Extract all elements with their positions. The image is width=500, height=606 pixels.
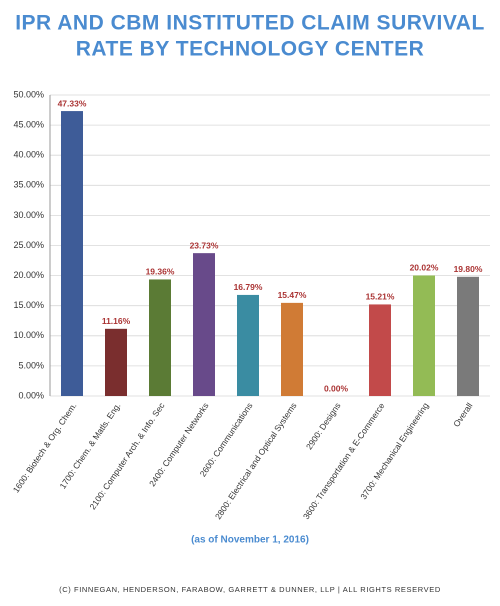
bar xyxy=(193,253,215,396)
bar xyxy=(281,302,303,396)
y-tick-label: 25.00% xyxy=(13,240,44,250)
x-tick-label: 2800: Electrical and Optical Systems xyxy=(213,401,299,521)
y-tick-label: 30.00% xyxy=(13,210,44,220)
value-label: 16.79% xyxy=(234,282,263,292)
value-label: 0.00% xyxy=(324,383,349,393)
chart-title: IPR AND CBM INSTITUTED CLAIM SURVIVAL xyxy=(15,12,485,35)
value-label: 19.36% xyxy=(146,267,175,277)
y-tick-label: 45.00% xyxy=(13,119,44,129)
value-label: 11.16% xyxy=(102,316,131,326)
bar xyxy=(61,111,83,397)
bar xyxy=(457,276,479,396)
value-label: 15.21% xyxy=(366,292,395,302)
bar xyxy=(149,279,171,396)
x-tick-label: 3600: Transportation & E-Commerce xyxy=(301,401,387,522)
note: (as of November 1, 2016) xyxy=(191,535,309,546)
value-label: 47.33% xyxy=(58,98,87,108)
y-tick-label: 5.00% xyxy=(18,360,44,370)
y-tick-label: 35.00% xyxy=(13,180,44,190)
y-tick-label: 0.00% xyxy=(18,390,44,400)
chart-title: RATE BY TECHNOLOGY CENTER xyxy=(76,38,425,61)
x-tick-label: 2900: Designs xyxy=(304,401,343,452)
value-label: 15.47% xyxy=(278,290,307,300)
bar xyxy=(105,328,127,396)
footer: (C) FINNEGAN, HENDERSON, FARABOW, GARRET… xyxy=(59,585,441,594)
bar xyxy=(369,304,391,396)
x-tick-label: 2100: Computer Arch. & Info. Sec xyxy=(87,400,167,511)
bar xyxy=(413,275,435,396)
y-tick-label: 10.00% xyxy=(13,330,44,340)
y-tick-label: 40.00% xyxy=(13,150,44,160)
value-label: 19.80% xyxy=(454,264,483,274)
value-label: 23.73% xyxy=(190,240,219,250)
y-tick-label: 20.00% xyxy=(13,270,44,280)
y-tick-label: 50.00% xyxy=(13,89,44,99)
bar xyxy=(237,294,259,396)
value-label: 20.02% xyxy=(410,263,439,273)
x-tick-label: Overall xyxy=(451,401,474,429)
y-tick-label: 15.00% xyxy=(13,300,44,310)
